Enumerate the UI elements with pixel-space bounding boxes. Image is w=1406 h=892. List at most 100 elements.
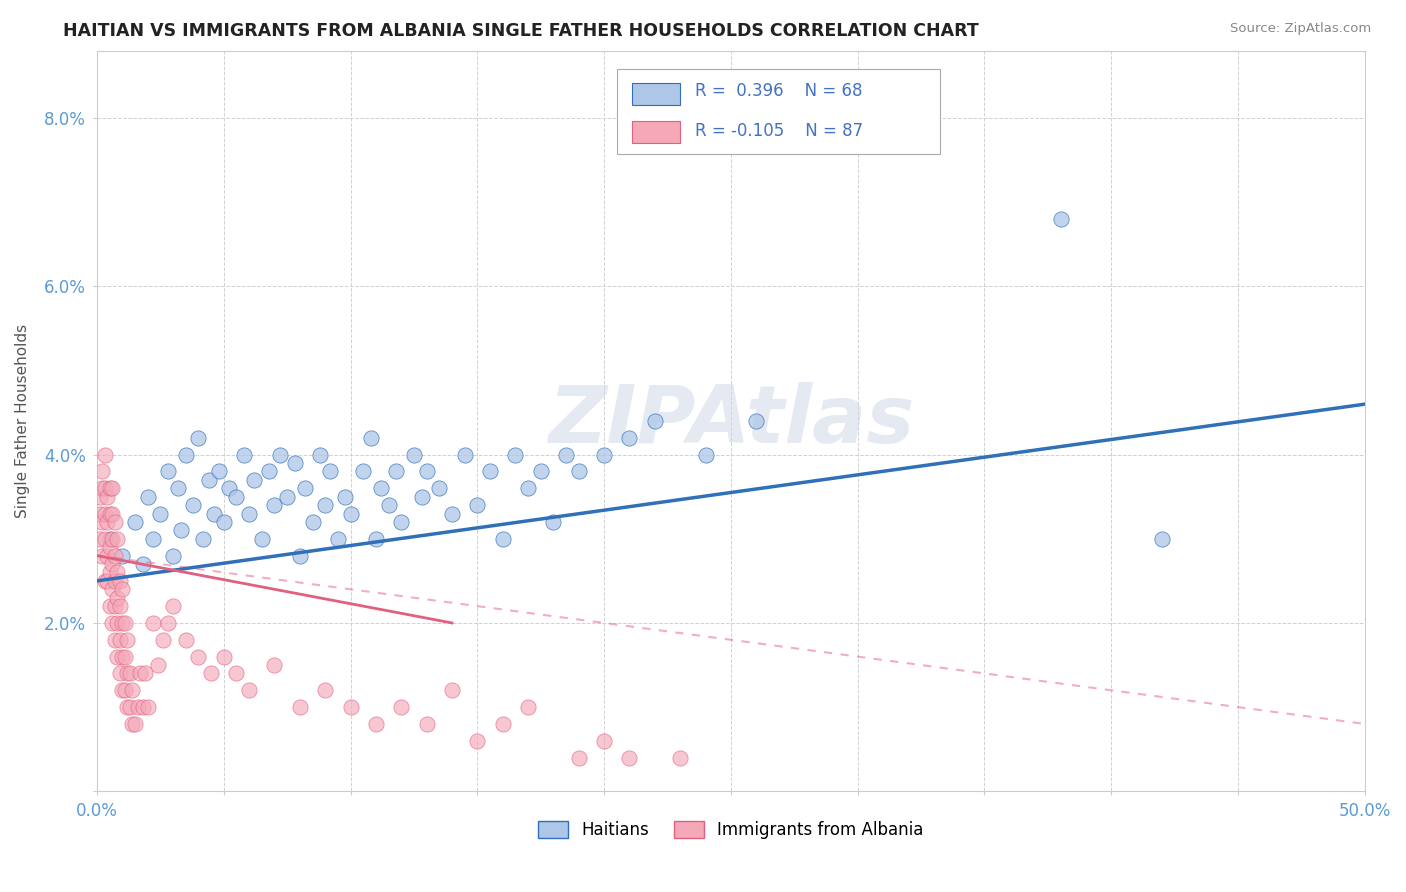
Point: [543, 515, 565, 529]
Point: [415, 465, 437, 479]
Point: [479, 465, 502, 479]
Point: [93, 448, 115, 462]
Point: [108, 574, 131, 588]
Point: [105, 566, 128, 580]
Point: [162, 599, 184, 614]
Point: [208, 465, 231, 479]
Point: [101, 557, 124, 571]
Point: [104, 515, 127, 529]
Point: [593, 733, 616, 747]
Text: R =  0.396    N = 68: R = 0.396 N = 68: [696, 82, 863, 101]
Point: [263, 658, 285, 673]
Point: [568, 465, 591, 479]
Point: [284, 456, 307, 470]
Point: [104, 599, 127, 614]
Point: [142, 615, 165, 630]
Point: [96, 574, 118, 588]
Point: [309, 448, 332, 462]
Point: [114, 649, 136, 664]
Point: [593, 448, 616, 462]
Text: HAITIAN VS IMMIGRANTS FROM ALBANIA SINGLE FATHER HOUSEHOLDS CORRELATION CHART: HAITIAN VS IMMIGRANTS FROM ALBANIA SINGL…: [63, 22, 979, 40]
Text: ZIPAtlas: ZIPAtlas: [548, 382, 914, 460]
Point: [96, 490, 118, 504]
Point: [389, 700, 412, 714]
Point: [364, 717, 387, 731]
Point: [89, 507, 111, 521]
Point: [117, 700, 139, 714]
Point: [440, 507, 463, 521]
Point: [238, 507, 260, 521]
Point: [314, 683, 336, 698]
Point: [136, 490, 159, 504]
FancyBboxPatch shape: [617, 70, 941, 154]
Point: [89, 532, 111, 546]
Point: [111, 649, 134, 664]
Point: [619, 431, 641, 445]
Text: Source: ZipAtlas.com: Source: ZipAtlas.com: [1230, 22, 1371, 36]
Point: [170, 524, 193, 538]
Point: [225, 666, 247, 681]
Point: [124, 717, 146, 731]
Point: [440, 683, 463, 698]
Point: [427, 481, 450, 495]
Point: [183, 498, 205, 512]
Point: [134, 666, 156, 681]
Point: [352, 465, 374, 479]
Point: [105, 649, 128, 664]
Point: [156, 615, 179, 630]
Point: [98, 507, 121, 521]
Point: [555, 448, 578, 462]
Point: [136, 700, 159, 714]
Point: [212, 515, 235, 529]
Point: [167, 481, 190, 495]
Point: [131, 700, 153, 714]
Point: [411, 490, 433, 504]
Text: R = -0.105    N = 87: R = -0.105 N = 87: [696, 121, 863, 140]
Point: [146, 658, 169, 673]
Point: [111, 683, 134, 698]
Point: [96, 549, 118, 563]
Point: [212, 649, 235, 664]
Point: [111, 582, 134, 597]
Point: [98, 540, 121, 554]
Point: [98, 566, 121, 580]
Point: [93, 507, 115, 521]
Point: [152, 632, 174, 647]
Point: [288, 700, 311, 714]
Point: [276, 490, 298, 504]
Point: [517, 700, 540, 714]
Point: [505, 448, 527, 462]
Point: [108, 599, 131, 614]
Point: [129, 666, 152, 681]
Point: [200, 666, 222, 681]
Point: [568, 750, 591, 764]
Point: [335, 490, 357, 504]
Point: [118, 700, 141, 714]
Point: [225, 490, 247, 504]
Point: [174, 448, 197, 462]
Point: [619, 750, 641, 764]
Point: [105, 591, 128, 605]
Point: [377, 498, 399, 512]
Point: [492, 532, 515, 546]
Point: [745, 414, 768, 428]
Point: [162, 549, 184, 563]
Point: [101, 481, 124, 495]
Point: [174, 632, 197, 647]
Point: [101, 507, 124, 521]
Point: [202, 507, 225, 521]
Point: [467, 733, 489, 747]
Point: [250, 532, 273, 546]
Point: [238, 683, 260, 698]
Point: [385, 465, 408, 479]
Point: [104, 632, 127, 647]
Point: [121, 683, 143, 698]
Point: [101, 532, 124, 546]
Point: [127, 700, 149, 714]
Point: [415, 717, 437, 731]
Point: [360, 431, 382, 445]
Point: [96, 515, 118, 529]
FancyBboxPatch shape: [633, 83, 681, 104]
Point: [93, 532, 115, 546]
Point: [101, 582, 124, 597]
